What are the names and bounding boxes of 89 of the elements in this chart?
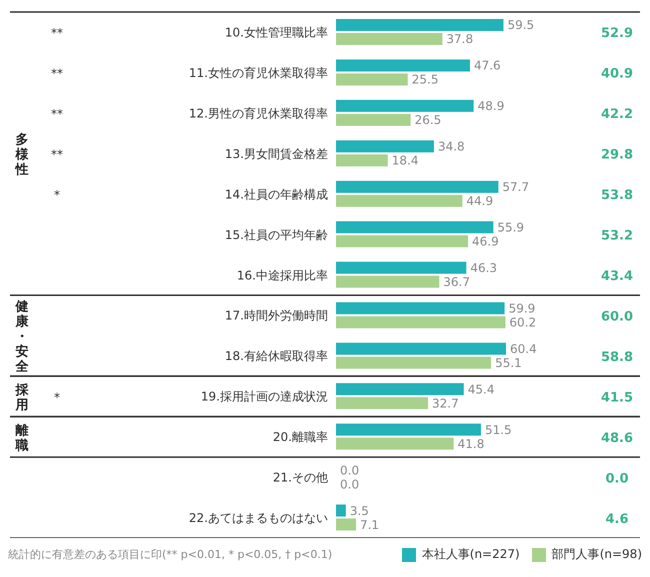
data-label: 45.4 — [468, 382, 494, 396]
bar — [336, 356, 492, 369]
y-tick-label: 12.男性の育児休業取得率 — [188, 106, 328, 120]
text: 43.4 — [600, 269, 634, 284]
data-label: 48.9 — [478, 99, 504, 114]
bar — [336, 114, 411, 126]
text: ** — [51, 26, 63, 40]
bar — [336, 518, 356, 531]
y-tick-label: 20.離職率 — [272, 430, 328, 444]
bar — [336, 262, 466, 274]
data-label: 60.4 — [510, 342, 537, 356]
data-label: 0.0 — [340, 477, 360, 492]
text: 53.2 — [600, 228, 634, 244]
data-label: 36.7 — [443, 275, 470, 289]
bar — [336, 194, 462, 207]
bar — [336, 33, 442, 45]
bar — [336, 100, 474, 112]
text: 採用 — [14, 382, 30, 413]
bar — [336, 221, 494, 234]
bar — [336, 383, 464, 396]
bar — [336, 302, 505, 314]
text: ** — [51, 66, 63, 81]
bar — [336, 504, 346, 517]
data-label: 51.5 — [484, 422, 512, 437]
data-label: 26.5 — [414, 113, 442, 128]
y-tick-label: 14.社員の年齢構成 — [224, 187, 328, 202]
bar — [336, 424, 481, 436]
y-tick-label: 17.時間外労働時間 — [224, 308, 328, 323]
y-tick-label: 18.有給休暇取得率 — [224, 349, 328, 364]
text: 41.5 — [600, 390, 634, 406]
data-label: 37.8 — [446, 32, 474, 46]
data-label: 0.0 — [340, 463, 360, 478]
data-label: 44.9 — [466, 194, 494, 208]
bar — [336, 276, 440, 288]
text: 58.8 — [600, 350, 634, 365]
data-label: 55.9 — [497, 220, 524, 235]
text: 健康・安全 — [14, 300, 30, 375]
bar — [336, 73, 408, 86]
bar — [336, 19, 504, 31]
text: 29.8 — [600, 148, 634, 163]
text: 0.0 — [605, 471, 629, 486]
bar — [336, 438, 454, 450]
text: * — [54, 390, 60, 404]
y-tick-label: 13.男女間賃金格差 — [224, 146, 328, 161]
text: 4.6 — [605, 512, 629, 527]
text: 多様性 — [14, 132, 30, 178]
legend-label: 本社人事(n=227) — [422, 546, 520, 563]
bar — [336, 140, 434, 152]
bar — [336, 180, 498, 193]
y-tick-label: 19.採用計画の達成状況 — [200, 390, 328, 404]
data-label: 47.6 — [474, 58, 501, 73]
data-label: 60.2 — [509, 315, 536, 330]
text: 42.2 — [600, 107, 634, 122]
data-label: 32.7 — [432, 396, 459, 410]
data-label: 55.1 — [495, 356, 522, 370]
text: 60.0 — [600, 309, 634, 324]
data-label: 25.5 — [412, 72, 438, 87]
text: 52.9 — [600, 26, 634, 42]
legend-label: 部門人事(n=98) — [552, 546, 642, 563]
text: 統計的に有意差のある項目に印(** p<0.01, * p<0.05, † p<0.1) — [8, 547, 332, 562]
data-label: 59.9 — [508, 301, 536, 316]
data-label: 57.7 — [502, 180, 530, 194]
data-label: 34.8 — [438, 140, 465, 154]
text: * — [54, 188, 60, 202]
text: 40.9 — [600, 66, 634, 82]
bar — [336, 342, 506, 355]
data-label: 46.3 — [470, 261, 498, 275]
text: 離職 — [14, 423, 28, 454]
data-label: 7.1 — [360, 518, 380, 532]
bar — [336, 59, 470, 72]
bar — [336, 235, 468, 248]
text: 48.6 — [600, 430, 634, 446]
bar — [336, 316, 506, 328]
data-label: 46.9 — [472, 234, 499, 249]
bar — [336, 154, 388, 166]
bar — [336, 397, 428, 410]
y-tick-label: 10.女性管理職比率 — [224, 25, 328, 40]
data-label: 3.5 — [350, 504, 369, 518]
y-tick-label: 22.あてはまるものはない — [188, 511, 328, 526]
y-tick-label: 16.中途採用比率 — [236, 268, 328, 282]
y-tick-label: 15.社員の平均年齢 — [224, 228, 328, 242]
y-tick-label: 11.女性の育児休業取得率 — [188, 66, 328, 80]
text: ** — [51, 148, 63, 162]
text: ** — [51, 107, 63, 122]
data-label: 41.8 — [458, 436, 484, 451]
data-label: 59.5 — [507, 18, 534, 32]
text: 53.8 — [600, 188, 634, 204]
data-label: 18.4 — [392, 154, 419, 168]
y-tick-label: 21.その他 — [272, 470, 328, 485]
